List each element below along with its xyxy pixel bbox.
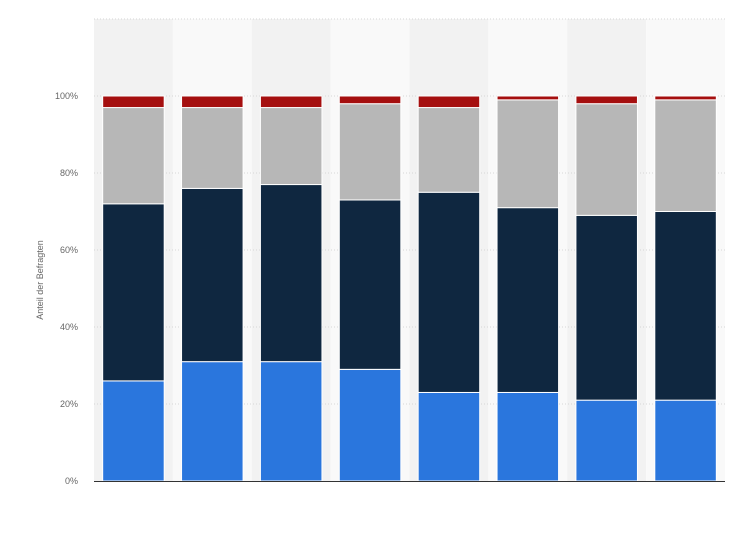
y-tick-label: 80%: [60, 168, 78, 178]
bar-segment: [102, 203, 165, 382]
bar-segment: [575, 214, 638, 401]
bar-stacks: [102, 95, 717, 482]
y-tick-label: 40%: [60, 322, 78, 332]
bar-segment: [575, 103, 638, 216]
y-axis-tick-labels: 0% 20% 40% 60% 80% 100%: [55, 91, 78, 486]
bar-segment: [259, 107, 323, 186]
bar-segment: [417, 107, 481, 193]
bar-segment: [181, 361, 244, 482]
y-axis-title: Anteil der Befragten: [35, 240, 45, 320]
bar-segment: [417, 95, 481, 109]
bar-segment: [417, 191, 481, 393]
bar-segment: [102, 95, 165, 109]
bar-segment: [654, 99, 717, 212]
bar-segment: [654, 399, 717, 482]
bar-segment: [181, 107, 244, 189]
y-tick-label: 20%: [60, 399, 78, 409]
bar-segment: [496, 391, 560, 482]
bar-segment: [575, 95, 638, 105]
bar-segment: [338, 95, 402, 105]
bar-segment: [654, 95, 717, 101]
bar-segment: [102, 380, 165, 482]
y-tick-label: 100%: [55, 91, 78, 101]
bar-segment: [181, 187, 244, 363]
y-tick-label: 0%: [65, 476, 78, 486]
bar-segment: [417, 391, 481, 482]
bar-segment: [496, 99, 560, 209]
bar-segment: [496, 95, 560, 101]
bar-segment: [259, 184, 323, 363]
bar-segment: [102, 107, 165, 205]
bar-segment: [338, 103, 402, 201]
bar-segment: [338, 199, 402, 370]
bar-segment: [575, 399, 638, 482]
bar-segment: [654, 211, 717, 401]
y-tick-label: 60%: [60, 245, 78, 255]
bar-segment: [496, 207, 560, 393]
bar-segment: [338, 368, 402, 482]
bar-segment: [259, 95, 323, 109]
bar-segment: [181, 95, 244, 109]
bar-segment: [259, 361, 323, 482]
